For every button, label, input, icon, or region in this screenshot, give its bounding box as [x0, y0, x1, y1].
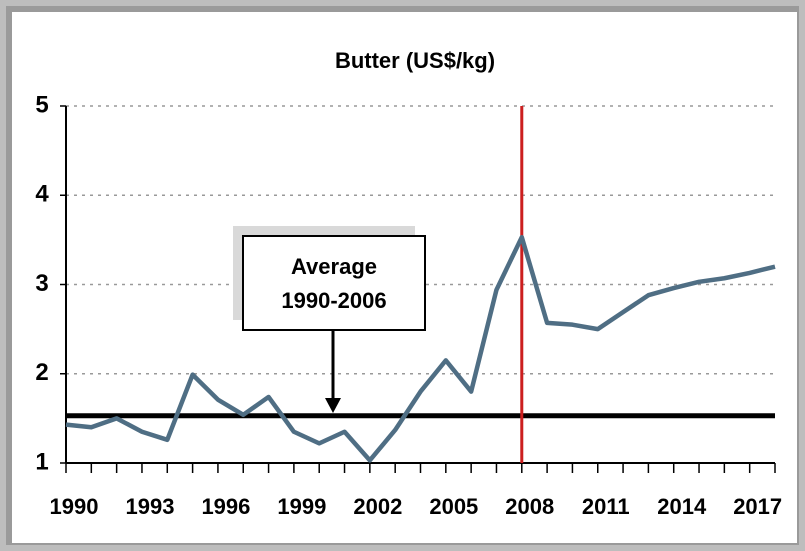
y-tick-label: 2: [35, 359, 48, 386]
x-tick-label: 1996: [201, 494, 250, 519]
x-tick-label: 2005: [429, 494, 478, 519]
x-tick-label: 1993: [125, 494, 174, 519]
y-tick-label: 1: [35, 448, 48, 475]
annotation-box: [242, 235, 426, 331]
x-tick-label: 2017: [733, 494, 782, 519]
y-tick-label: 3: [35, 270, 48, 297]
plot: 1 2 3 4 5 1990 1993 1996 1999 2002 2005 2008 2011 201…: [35, 91, 782, 518]
chart-title: Butter (US$/kg): [335, 48, 495, 73]
x-tick-label: 1999: [277, 494, 326, 519]
y-tick-label: 4: [35, 181, 49, 208]
annotation-text: Average: [291, 254, 377, 279]
y-tick-label: 5: [35, 91, 48, 118]
annotation-text: 1990-2006: [281, 288, 386, 313]
x-tick-label: 2008: [505, 494, 554, 519]
annotation-arrowhead: [325, 398, 341, 413]
x-tick-label: 2002: [353, 494, 402, 519]
x-tick-label: 2011: [582, 494, 630, 519]
x-tick-label: 2014: [657, 494, 707, 519]
x-tick-label: 1990: [50, 494, 99, 519]
series-line: [65, 234, 776, 463]
